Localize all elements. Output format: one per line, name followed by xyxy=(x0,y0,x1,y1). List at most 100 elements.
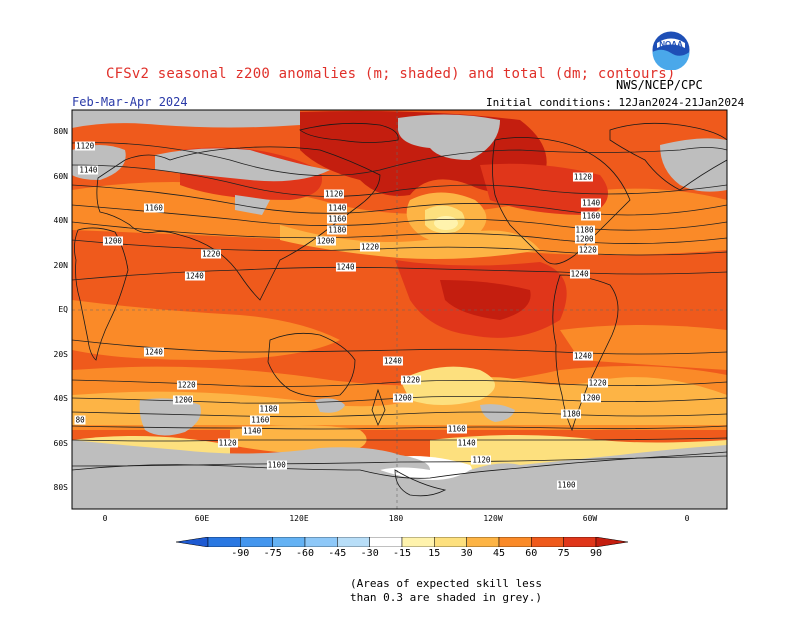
lon-label: 60E xyxy=(194,514,210,523)
colorbar-swatch xyxy=(434,537,467,547)
logo-text: NOAA xyxy=(659,40,683,49)
agency-label: NWS/NCEP/CPC xyxy=(616,78,703,92)
lon-label: 120W xyxy=(483,514,503,523)
contour-label: 1140 xyxy=(581,198,602,208)
lat-label: 40N xyxy=(53,216,68,225)
contour-label: 1200 xyxy=(102,236,123,246)
colorbar-swatch xyxy=(563,537,597,547)
contour-label: 1120 xyxy=(572,172,593,181)
colorbar-tick: 75 xyxy=(557,548,570,559)
contour-label: 1100 xyxy=(556,480,577,490)
contour-label: 1180 xyxy=(561,409,582,419)
colorbar-swatch xyxy=(531,537,564,547)
colorbar-tick: -30 xyxy=(360,548,379,559)
contour-label: 1240 xyxy=(335,262,356,272)
lon-label: 0 xyxy=(684,514,690,523)
lon-label: 120E xyxy=(289,514,309,523)
contour-label: 1180 xyxy=(258,404,279,414)
colorbar-swatch xyxy=(176,537,209,547)
height-contours xyxy=(72,142,727,467)
colorbar-tick: 15 xyxy=(428,548,441,559)
contour-label: 1120 xyxy=(217,438,238,447)
colorbar xyxy=(176,537,628,547)
mask-grey-arctic xyxy=(72,110,300,128)
contour-label: 1140 xyxy=(78,165,99,175)
colorbar-tick: 60 xyxy=(525,548,538,559)
lat-label: 60S xyxy=(53,439,68,448)
forecast-period: Feb-Mar-Apr 2024 xyxy=(72,95,188,109)
noaa-logo-icon: NOAA xyxy=(651,30,691,70)
contour-label: 1140 xyxy=(456,438,477,447)
colorbar-swatch xyxy=(337,537,370,547)
lat-label: EQ xyxy=(58,305,68,314)
colorbar-swatch xyxy=(240,537,273,547)
contour-label: 1220 xyxy=(577,245,598,255)
initial-conditions-label: Initial conditions: xyxy=(486,96,612,109)
contour-label: 1240 xyxy=(143,347,164,357)
contour-label: 1240 xyxy=(572,351,593,361)
contour-label: 1120 xyxy=(471,455,492,465)
contour-label: 1120 xyxy=(323,189,345,199)
lat-label: 20N xyxy=(53,261,68,270)
mask-grey-antarctic xyxy=(72,440,727,509)
lat-label: 40S xyxy=(53,394,68,403)
skill-note: (Areas of expected skill less than 0.3 a… xyxy=(350,577,542,605)
colorbar-tick: 45 xyxy=(492,548,506,559)
contour-label: 1160 xyxy=(446,424,467,434)
colorbar-swatch xyxy=(272,537,306,547)
contour-label: 1160 xyxy=(143,203,164,212)
colorbar-swatch xyxy=(304,537,338,547)
contour-label: 1220 xyxy=(176,380,197,390)
contour-label: 1180 xyxy=(327,225,348,235)
mask-grey-s-pac xyxy=(480,404,515,422)
mask-grey-himalaya xyxy=(235,195,270,215)
colorbar-tick: -60 xyxy=(295,548,315,559)
colorbar-tick: 30 xyxy=(460,548,473,559)
contour-label: 1160 xyxy=(327,214,348,224)
initial-conditions-range: 12Jan2024-21Jan2024 xyxy=(618,96,745,109)
contour-label: 1220 xyxy=(587,378,608,388)
colorbar-tick: -75 xyxy=(263,548,282,559)
colorbar-tick: -90 xyxy=(231,548,250,559)
colorbar-swatch xyxy=(498,537,532,547)
mask-grey-s-indian xyxy=(139,398,201,436)
lon-label: 60W xyxy=(582,514,598,523)
anomaly-shading xyxy=(72,110,727,509)
colorbar-tick: 90 xyxy=(589,548,603,559)
contour-label: 1120 xyxy=(75,141,96,150)
contour-label: 1160 xyxy=(581,211,602,221)
field-orange-tropics-w xyxy=(72,300,340,360)
chart-title: CFSv2 seasonal z200 anomalies (m; shaded… xyxy=(106,66,676,82)
contour-label: 1220 xyxy=(201,249,222,259)
contour-label: 1200 xyxy=(574,234,595,244)
lat-label: 60N xyxy=(53,172,68,181)
contour-label: 1200 xyxy=(581,393,602,403)
colorbar-tick: -45 xyxy=(328,548,347,559)
colorbar-swatch xyxy=(207,537,241,547)
contour-label: 1220 xyxy=(359,242,381,252)
contour-label: 1220 xyxy=(400,375,422,385)
lon-label: 0 xyxy=(102,514,108,523)
contour-label: 1160 xyxy=(250,415,271,425)
lon-label: 180 xyxy=(388,514,404,523)
initial-conditions: Initial conditions: 12Jan2024-21Jan2024 xyxy=(486,96,744,109)
mask-grey-alaska xyxy=(398,114,500,160)
mask-grey-greenland xyxy=(660,138,727,192)
skill-note-line1: (Areas of expected skill less xyxy=(350,577,543,590)
contour-label: 1200 xyxy=(315,236,336,246)
lat-label: 20S xyxy=(53,350,68,359)
lat-label: 80S xyxy=(53,483,68,492)
colorbar-swatch xyxy=(401,537,435,547)
lat-label: 80N xyxy=(53,127,68,136)
contour-label: 1140 xyxy=(327,203,348,212)
contour-label: 1200 xyxy=(392,393,413,403)
colorbar-swatch xyxy=(369,537,403,547)
contour-label: 1200 xyxy=(173,395,194,405)
contour-label: 1240 xyxy=(569,269,590,279)
contour-label: 80 xyxy=(74,415,86,425)
skill-note-line2: than 0.3 are shaded in grey.) xyxy=(350,591,543,604)
field-lightyellow-ridge xyxy=(434,216,458,230)
contour-label: 1100 xyxy=(266,460,287,470)
contour-label: 1240 xyxy=(382,356,403,365)
